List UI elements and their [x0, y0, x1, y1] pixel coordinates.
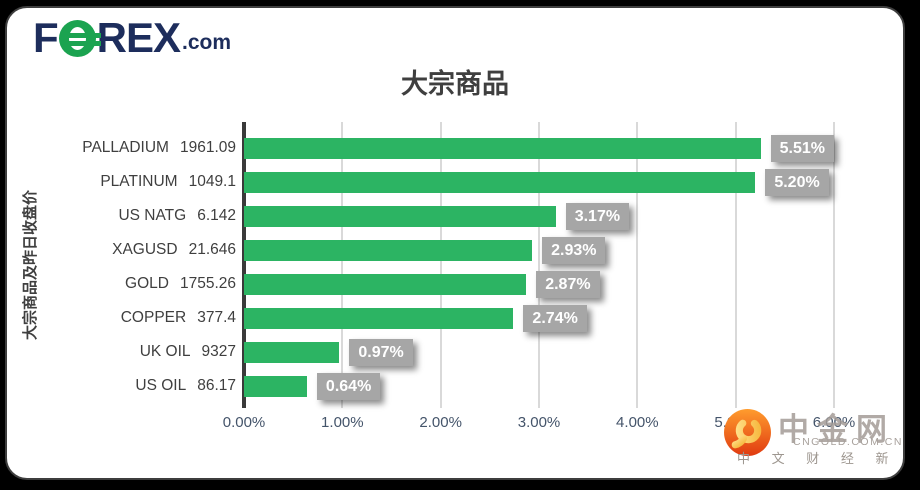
- bar-copper: [244, 307, 514, 329]
- bar-row-copper: 2.74%: [244, 301, 834, 335]
- chart-title: 大宗商品: [401, 69, 509, 99]
- bar-uk-oil: [244, 341, 340, 363]
- x-axis-tick-label: 4.00%: [616, 414, 659, 431]
- category-row-us-natg: US NATG 6.142: [7, 199, 236, 233]
- gridline: [341, 122, 344, 408]
- bar-row-gold: 2.87%: [244, 267, 834, 301]
- bar-platinum: [244, 171, 756, 193]
- forex-logo-com: .com: [182, 31, 232, 54]
- close-price: 377.4: [197, 309, 236, 326]
- bar-palladium: [244, 137, 761, 159]
- category-row-copper: COPPER 377.4: [7, 301, 236, 335]
- category-label: XAGUSD: [112, 241, 178, 258]
- bar-row-platinum: 5.20%: [244, 165, 834, 199]
- x-axis-tick-label: 1.00%: [321, 414, 364, 431]
- forex-logo-o-icon: [58, 19, 101, 57]
- category-label: PALLADIUM: [82, 139, 169, 156]
- data-label-xagusd: 2.93%: [542, 236, 606, 264]
- chart-card: F REX .com 大宗商品 大宗商品及昨日收盘价 PALLADIUM 1961…: [5, 6, 905, 480]
- category-row-platinum: PLATINUM 1049.1: [7, 165, 236, 199]
- data-label-palladium: 5.51%: [770, 134, 834, 162]
- x-axis-tick-label: 6.00%: [812, 414, 856, 431]
- data-label-us-natg: 3.17%: [565, 202, 630, 230]
- close-price: 21.646: [188, 241, 236, 258]
- bar-row-xagusd: 2.93%: [244, 233, 834, 267]
- category-row-uk-oil: UK OIL 9327: [7, 335, 236, 369]
- bar-us-oil: [244, 375, 307, 397]
- category-label: US NATG: [118, 207, 187, 224]
- category-row-gold: GOLD 1755.26: [7, 267, 236, 301]
- plot-area: [242, 122, 835, 408]
- close-price: 1961.09: [179, 139, 236, 156]
- category-label: PLATINUM: [100, 173, 178, 190]
- gridline: [833, 122, 835, 408]
- bar-row-palladium: 5.51%: [244, 131, 834, 165]
- bar-us-natg: [244, 205, 556, 227]
- close-price: 1049.1: [188, 173, 236, 190]
- data-label-copper: 2.74%: [523, 304, 587, 332]
- category-label: UK OIL: [139, 343, 191, 360]
- x-axis-tick-label: 2.00%: [419, 414, 462, 431]
- forex-logo: F REX .com: [33, 16, 231, 60]
- bar-row-us-oil: 0.64%: [244, 369, 834, 403]
- data-label-platinum: 5.20%: [765, 168, 829, 196]
- cngold-tagline-text: 中 文 财 经 新 媒 体: [737, 451, 903, 466]
- cngold-logo-icon: [724, 409, 771, 456]
- bar-xagusd: [244, 239, 533, 261]
- forex-logo-rex: REX: [96, 14, 181, 61]
- x-axis-tick-label: 0.00%: [222, 414, 266, 431]
- close-price: 9327: [201, 343, 236, 360]
- close-price: 6.142: [197, 207, 236, 224]
- cngold-watermark: 中金网 CNGOLD.COM.CN 中 文 财 经 新 媒 体: [723, 408, 903, 478]
- category-row-us-oil: US OIL 86.17: [7, 369, 236, 403]
- gridline: [636, 122, 639, 408]
- category-label: COPPER: [120, 309, 187, 326]
- gridline: [538, 122, 540, 408]
- gridline: [439, 122, 442, 408]
- category-label: US OIL: [135, 377, 187, 394]
- gridline: [734, 122, 737, 408]
- y-axis-line: [242, 122, 246, 408]
- category-row-palladium: PALLADIUM 1961.09: [7, 131, 236, 165]
- category-row-xagusd: XAGUSD 21.646: [7, 233, 236, 267]
- category-label: GOLD: [125, 275, 169, 292]
- category-axis: PALLADIUM 1961.09 PLATINUM 1049.1 US NATG 6.1…: [7, 131, 236, 403]
- x-axis-tick-label: 3.00%: [517, 414, 561, 431]
- bars-container: 5.51% 5.20% 3.17% 2.93% 2.87% 2.74% 0.97% 0.64%: [244, 131, 834, 403]
- x-axis: 0.00%1.00%2.00%3.00%4.00%5.00%6.00%: [7, 414, 903, 436]
- bar-row-us-natg: 3.17%: [244, 199, 834, 233]
- data-label-us-oil: 0.64%: [316, 372, 381, 400]
- close-price: 1755.26: [179, 275, 236, 292]
- cngold-domain-text: CNGOLD.COM.CN: [793, 436, 903, 448]
- forex-logo-f: F: [33, 14, 59, 61]
- data-label-gold: 2.87%: [536, 270, 600, 298]
- cngold-brand-text: 中金网: [778, 412, 895, 447]
- close-price: 86.17: [197, 377, 236, 394]
- bar-row-uk-oil: 0.97%: [244, 335, 834, 369]
- bar-gold: [244, 273, 527, 295]
- data-label-uk-oil: 0.97%: [349, 338, 413, 366]
